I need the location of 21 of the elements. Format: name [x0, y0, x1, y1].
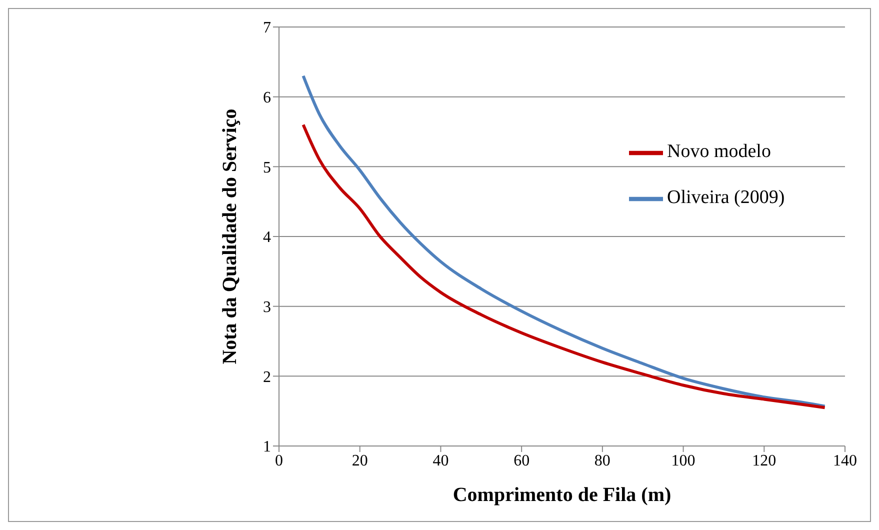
y-tick-label: 2 — [263, 368, 271, 386]
x-tick-label: 120 — [752, 452, 776, 470]
x-tick-label: 40 — [432, 452, 449, 470]
line-series — [302, 74, 826, 408]
x-axis-title: Comprimento de Fila (m) — [452, 484, 672, 506]
x-tick-label: 0 — [275, 452, 283, 470]
x-tick-label: 80 — [594, 452, 610, 470]
line-series — [302, 123, 826, 410]
y-axis-title: Nota da Qualidade do Serviço — [219, 108, 242, 364]
x-tick-label: 60 — [514, 452, 530, 470]
y-tick-label: 4 — [263, 229, 271, 246]
legend-label: Novo modelo — [667, 141, 771, 162]
x-tick-label: 140 — [833, 452, 857, 470]
legend-label: Oliveira (2009) — [667, 187, 785, 208]
x-tick-label: 100 — [671, 452, 696, 470]
y-tick-label: 7 — [263, 20, 271, 37]
y-tick-label: 6 — [263, 90, 271, 107]
x-tick-label: 20 — [352, 452, 368, 470]
y-tick-label: 1 — [263, 438, 271, 456]
y-tick-label: 5 — [263, 159, 271, 176]
y-tick-label: 3 — [263, 299, 271, 316]
